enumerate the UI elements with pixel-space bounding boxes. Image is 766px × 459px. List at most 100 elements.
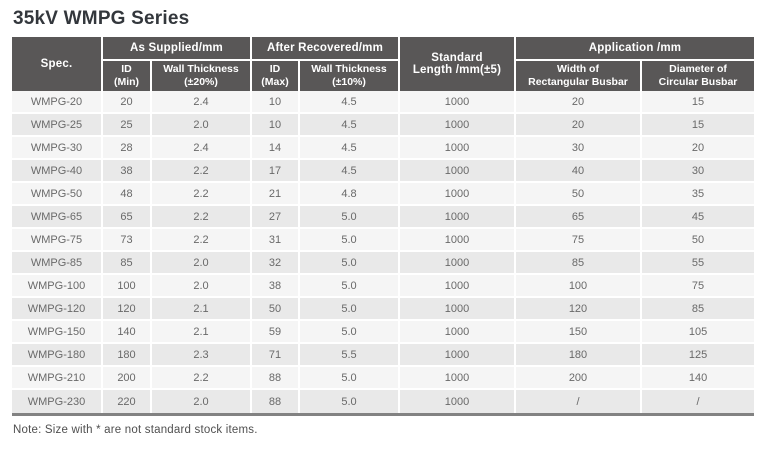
spec-cell: WMPG-20 bbox=[12, 91, 103, 114]
value-cell: 15 bbox=[642, 91, 755, 114]
spec-cell: WMPG-85 bbox=[12, 252, 103, 275]
value-cell: 1000 bbox=[400, 390, 516, 413]
value-cell: 14 bbox=[252, 137, 300, 160]
value-cell: 10 bbox=[252, 91, 300, 114]
value-cell: 2.1 bbox=[152, 298, 252, 321]
value-cell: 50 bbox=[252, 298, 300, 321]
value-cell: 140 bbox=[103, 321, 152, 344]
value-cell: 38 bbox=[252, 275, 300, 298]
header-group-row: Spec. As Supplied/mm After Recovered/mm … bbox=[12, 37, 755, 91]
value-cell: 85 bbox=[642, 298, 755, 321]
value-cell: 38 bbox=[103, 160, 152, 183]
value-cell: 180 bbox=[103, 344, 152, 367]
value-cell: 20 bbox=[103, 91, 152, 114]
value-cell: 5.0 bbox=[300, 390, 400, 413]
value-cell: 21 bbox=[252, 183, 300, 206]
value-cell: 1000 bbox=[400, 206, 516, 229]
spec-cell: WMPG-75 bbox=[12, 229, 103, 252]
value-cell: 200 bbox=[103, 367, 152, 390]
wmpg-spec-table: Spec. As Supplied/mm After Recovered/mm … bbox=[12, 37, 755, 413]
value-cell: 4.5 bbox=[300, 114, 400, 137]
table-row: WMPG-40 38 2.2 17 4.5 1000 40 30 bbox=[12, 160, 755, 183]
value-cell: 30 bbox=[642, 160, 755, 183]
col-header-spec: Spec. bbox=[12, 37, 103, 91]
value-cell: 120 bbox=[103, 298, 152, 321]
value-cell: 1000 bbox=[400, 137, 516, 160]
value-cell: 180 bbox=[516, 344, 642, 367]
value-cell: 5.5 bbox=[300, 344, 400, 367]
value-cell: 30 bbox=[516, 137, 642, 160]
table-row: WMPG-50 48 2.2 21 4.8 1000 50 35 bbox=[12, 183, 755, 206]
value-cell: 45 bbox=[642, 206, 755, 229]
value-cell: 2.0 bbox=[152, 252, 252, 275]
table-header: Spec. As Supplied/mm After Recovered/mm … bbox=[12, 37, 755, 91]
value-cell: 1000 bbox=[400, 91, 516, 114]
page-title: 35kV WMPG Series bbox=[13, 8, 190, 29]
table-body: WMPG-20 20 2.4 10 4.5 1000 20 15 WMPG-25 25 2.0 10 4… bbox=[12, 91, 755, 413]
value-cell: 4.5 bbox=[300, 91, 400, 114]
value-cell: 65 bbox=[103, 206, 152, 229]
value-cell: 5.0 bbox=[300, 252, 400, 275]
value-cell: 105 bbox=[642, 321, 755, 344]
value-cell: 5.0 bbox=[300, 367, 400, 390]
value-cell: 27 bbox=[252, 206, 300, 229]
spec-cell: WMPG-180 bbox=[12, 344, 103, 367]
spec-cell: WMPG-210 bbox=[12, 367, 103, 390]
header-sub-row: ID (Min) Wall Thickness (±20%) ID (Max) … bbox=[12, 61, 755, 91]
value-cell: 5.0 bbox=[300, 206, 400, 229]
table-row: WMPG-150 140 2.1 59 5.0 1000 150 105 bbox=[12, 321, 755, 344]
value-cell: 75 bbox=[642, 275, 755, 298]
footnote: Note: Size with * are not standard stock… bbox=[13, 424, 258, 436]
value-cell: 2.2 bbox=[152, 367, 252, 390]
value-cell: 71 bbox=[252, 344, 300, 367]
value-cell: 220 bbox=[103, 390, 152, 413]
table-row: WMPG-20 20 2.4 10 4.5 1000 20 15 bbox=[12, 91, 755, 114]
value-cell: 32 bbox=[252, 252, 300, 275]
value-cell: 55 bbox=[642, 252, 755, 275]
value-cell: 5.0 bbox=[300, 229, 400, 252]
value-cell: 2.3 bbox=[152, 344, 252, 367]
col-group-application: Application /mm bbox=[516, 37, 755, 61]
value-cell: 2.0 bbox=[152, 114, 252, 137]
col-header-width-rectangular-busbar: Width of Rectangular Busbar bbox=[516, 61, 642, 91]
value-cell: 48 bbox=[103, 183, 152, 206]
table-row: WMPG-30 28 2.4 14 4.5 1000 30 20 bbox=[12, 137, 755, 160]
spec-table-wrapper: Spec. As Supplied/mm After Recovered/mm … bbox=[12, 37, 755, 416]
col-group-after-recovered: After Recovered/mm bbox=[252, 37, 400, 61]
spec-cell: WMPG-50 bbox=[12, 183, 103, 206]
value-cell: 4.5 bbox=[300, 137, 400, 160]
value-cell: 100 bbox=[516, 275, 642, 298]
value-cell: 1000 bbox=[400, 367, 516, 390]
value-cell: 1000 bbox=[400, 344, 516, 367]
spec-cell: WMPG-25 bbox=[12, 114, 103, 137]
value-cell: 20 bbox=[516, 91, 642, 114]
value-cell: 150 bbox=[516, 321, 642, 344]
value-cell: 88 bbox=[252, 367, 300, 390]
value-cell: 73 bbox=[103, 229, 152, 252]
col-header-id-min: ID (Min) bbox=[103, 61, 152, 91]
value-cell: 25 bbox=[103, 114, 152, 137]
value-cell: 1000 bbox=[400, 183, 516, 206]
value-cell: 65 bbox=[516, 206, 642, 229]
value-cell: 100 bbox=[103, 275, 152, 298]
table-row: WMPG-230 220 2.0 88 5.0 1000// bbox=[12, 390, 755, 413]
value-cell: 1000 bbox=[400, 321, 516, 344]
value-cell: 20 bbox=[516, 114, 642, 137]
value-cell: 88 bbox=[252, 390, 300, 413]
value-cell: 125 bbox=[642, 344, 755, 367]
value-cell: 17 bbox=[252, 160, 300, 183]
table-row: WMPG-65 65 2.2 27 5.0 1000 65 45 bbox=[12, 206, 755, 229]
value-cell: 140 bbox=[642, 367, 755, 390]
value-cell: 2.0 bbox=[152, 275, 252, 298]
value-cell: 2.2 bbox=[152, 183, 252, 206]
value-cell: 2.4 bbox=[152, 91, 252, 114]
table-row: WMPG-25 25 2.0 10 4.5 1000 20 15 bbox=[12, 114, 755, 137]
value-cell: 2.2 bbox=[152, 229, 252, 252]
value-cell: 15 bbox=[642, 114, 755, 137]
table-row: WMPG-120 120 2.1 50 5.0 1000 120 85 bbox=[12, 298, 755, 321]
value-cell: 40 bbox=[516, 160, 642, 183]
table-row: WMPG-100 100 2.0 38 5.0 1000 100 75 bbox=[12, 275, 755, 298]
value-cell: 1000 bbox=[400, 298, 516, 321]
value-cell: 2.0 bbox=[152, 390, 252, 413]
